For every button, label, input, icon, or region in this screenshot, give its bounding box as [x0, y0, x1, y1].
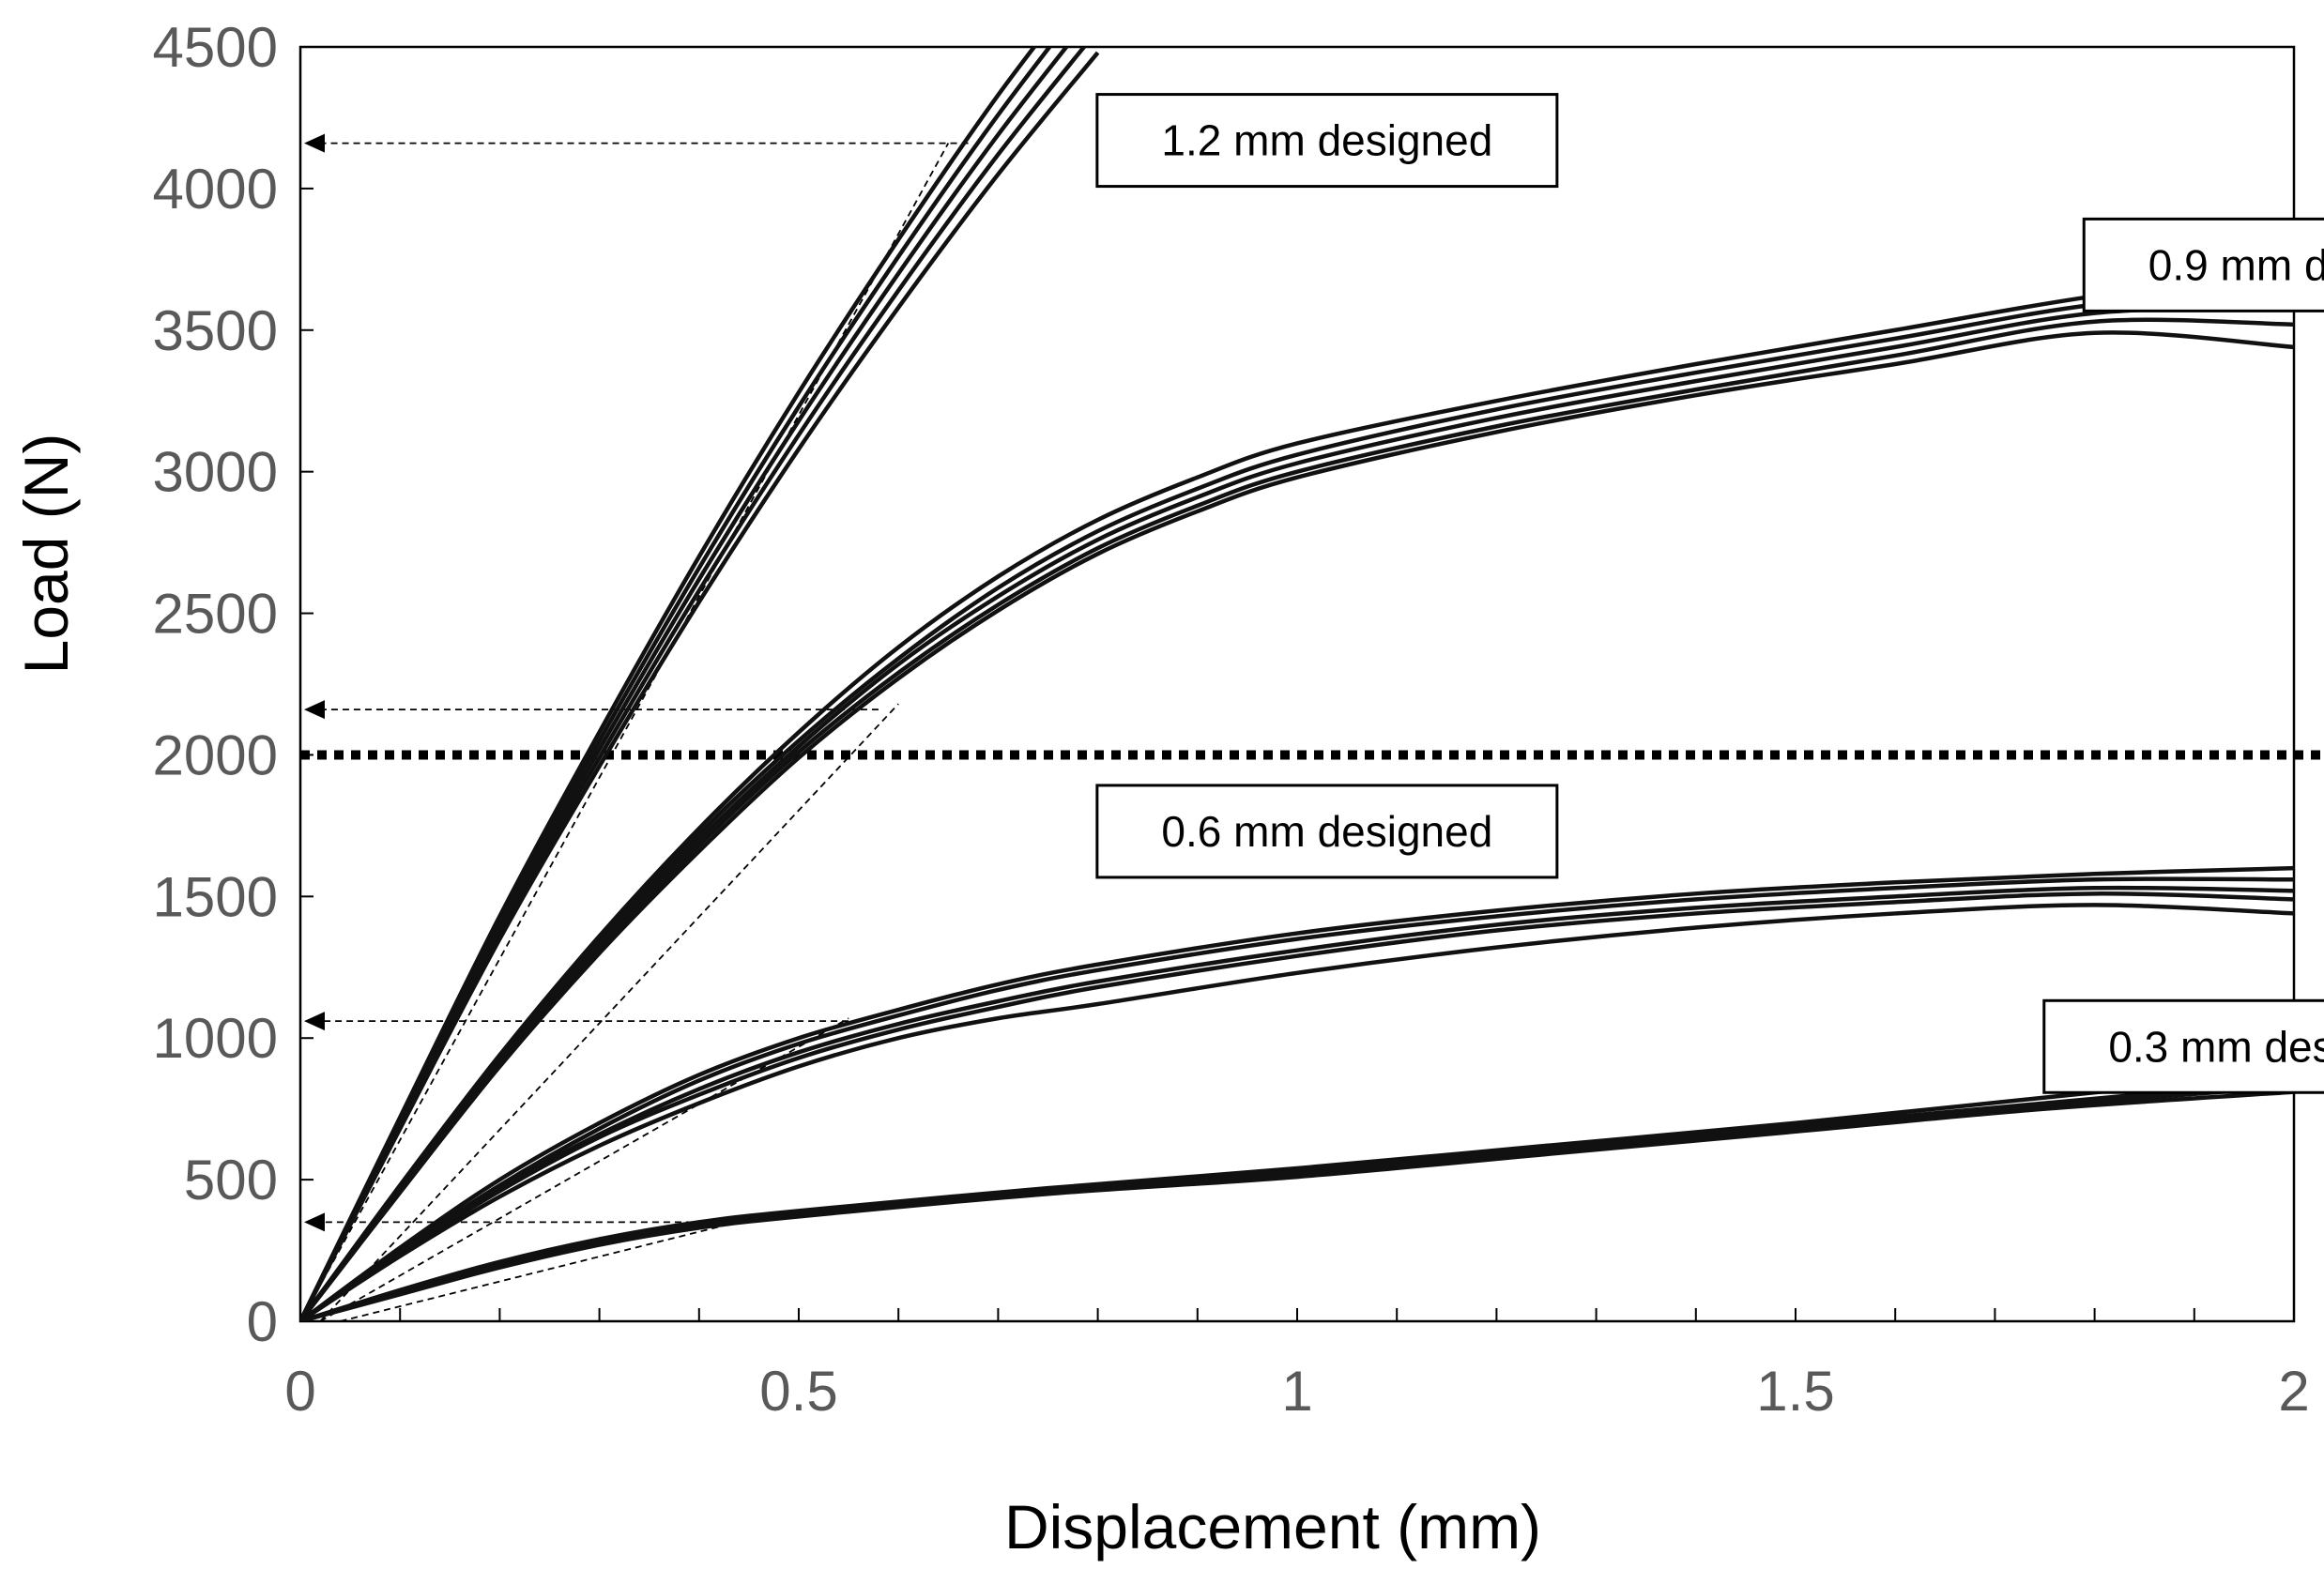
y-tick-label: 4000: [153, 158, 278, 221]
y-tick-label: 500: [184, 1149, 278, 1211]
y-tick-label: 4500: [153, 16, 278, 79]
load-curves: [300, 47, 2294, 1321]
series-line: [300, 330, 2294, 1321]
annotations: 1.2 mm designed 0.9 mm designed 0.6 mm des…: [1095, 93, 2324, 1094]
stiffness-line: [319, 1017, 849, 1322]
series-line: [300, 1089, 2294, 1321]
annotation-label: 1.2 mm designed: [1161, 116, 1492, 165]
annotation-1-2mm: 1.2 mm designed: [1095, 93, 1559, 189]
y-tick-label: 1500: [153, 865, 278, 928]
annotation-box: [2042, 998, 2324, 1094]
y-tick-labels: 0 500 1000 1500 2000 2500 3000 3500 4000 4500: [153, 16, 278, 1353]
stiffness-line: [319, 703, 899, 1322]
x-axis-title: Displacement (mm): [1004, 1492, 1541, 1561]
series-line: [300, 891, 2294, 1321]
series-line: [300, 876, 2294, 1321]
reference-arrows: [304, 133, 969, 1232]
y-axis-title: Load (N): [11, 434, 81, 675]
annotation-0-9mm: 0.9 mm designed: [2082, 217, 2324, 312]
series-line: [300, 865, 2294, 1321]
reference-arrow-head: [304, 133, 325, 153]
annotation-label: 0.6 mm designed: [1161, 807, 1492, 856]
x-tick-labels: 0 0.5 1 1.5 2: [284, 1360, 2309, 1423]
annotation-box: [2082, 217, 2324, 312]
annotation-box: [1095, 784, 1559, 879]
y-tick-label: 1000: [153, 1007, 278, 1070]
reference-arrow-head: [304, 700, 325, 720]
y-tick-label: 3500: [153, 299, 278, 362]
x-tick-label: 1.5: [1756, 1360, 1834, 1423]
y-tick-label: 2000: [153, 724, 278, 786]
annotation-label: 0.9 mm designed: [2148, 240, 2324, 289]
annotation-0-3mm: 0.3 mm designed: [2042, 998, 2324, 1094]
series-line: [300, 1070, 2294, 1321]
y-tick-label: 0: [247, 1290, 278, 1353]
x-tick-label: 1: [1281, 1360, 1312, 1423]
stiffness-line: [340, 1218, 750, 1322]
series-line: [300, 885, 2294, 1321]
y-tick-label: 3000: [153, 441, 278, 504]
annotation-label: 0.3 mm designed: [2108, 1022, 2324, 1071]
x-tick-label: 0.5: [759, 1360, 837, 1423]
reference-arrow-head: [304, 1212, 325, 1232]
reference-arrow-head: [304, 1012, 325, 1031]
annotation-box: [1095, 93, 1559, 189]
x-tick-label: 2: [2278, 1360, 2309, 1423]
series-line: [300, 305, 2294, 1321]
series-line: [300, 271, 2294, 1321]
minor-ticks: [300, 46, 2195, 1322]
annotation-0-6mm: 0.6 mm designed: [1095, 784, 1559, 879]
y-tick-label: 2500: [153, 583, 278, 646]
series-line: [300, 51, 1100, 1321]
x-tick-label: 0: [284, 1360, 315, 1423]
series-line: [300, 903, 2294, 1321]
